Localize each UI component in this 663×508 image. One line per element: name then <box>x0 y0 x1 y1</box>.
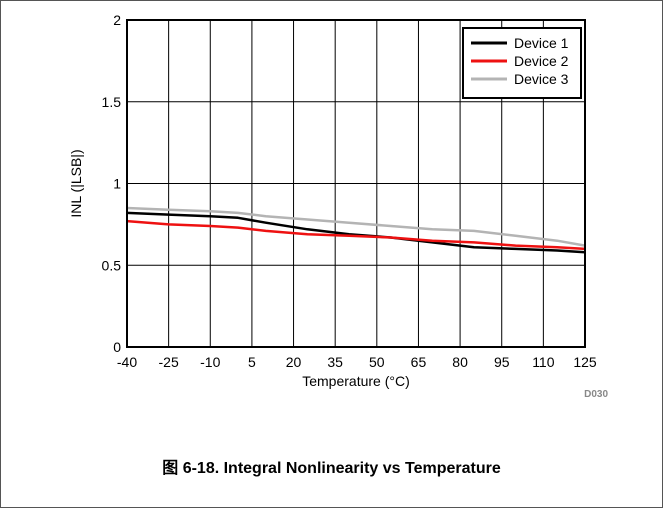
y-tick-label: 1.5 <box>102 94 122 110</box>
y-axis-tick-labels: 0 0.5 1 1.5 2 <box>102 12 122 355</box>
y-axis-title: INL (|LSB|) <box>68 149 84 217</box>
figure-code-label: D030 <box>584 389 608 400</box>
inl-vs-temperature-chart: 0 0.5 1 1.5 2 -40 -25 -10 5 20 35 50 65 80 95 110 125 T… <box>68 12 608 400</box>
x-tick-label: -10 <box>200 354 220 370</box>
x-tick-label: 20 <box>286 354 302 370</box>
series-lines <box>126 206 586 254</box>
y-tick-label: 1 <box>113 176 121 192</box>
y-tick-label: 2 <box>113 12 121 28</box>
series-line-device-3 <box>126 206 586 247</box>
x-tick-label: 65 <box>411 354 427 370</box>
x-tick-label: 5 <box>248 354 256 370</box>
legend-box <box>462 27 582 99</box>
x-tick-label: 80 <box>452 354 468 370</box>
legend: Device 1 Device 2 Device 3 <box>462 27 582 99</box>
x-tick-label: 35 <box>327 354 343 370</box>
x-tick-label: -40 <box>117 354 137 370</box>
series-line-device-1 <box>126 211 586 254</box>
plot-area-border <box>126 19 586 348</box>
y-tick-label: 0 <box>113 339 121 355</box>
x-tick-label: 95 <box>494 354 510 370</box>
legend-label: Device 2 <box>514 53 569 69</box>
figure-caption: 图 6-18. Integral Nonlinearity vs Tempera… <box>162 460 501 477</box>
x-axis-title: Temperature (°C) <box>302 373 410 389</box>
x-tick-label: 50 <box>369 354 385 370</box>
x-axis-tick-labels: -40 -25 -10 5 20 35 50 65 80 95 110 125 <box>117 354 597 370</box>
legend-label: Device 1 <box>514 35 569 51</box>
x-tick-label: 125 <box>573 354 597 370</box>
series-line-device-2 <box>126 219 586 251</box>
x-tick-label: 110 <box>532 354 555 370</box>
y-tick-label: 0.5 <box>102 257 122 273</box>
legend-label: Device 3 <box>514 71 569 87</box>
x-tick-label: -25 <box>159 354 179 370</box>
